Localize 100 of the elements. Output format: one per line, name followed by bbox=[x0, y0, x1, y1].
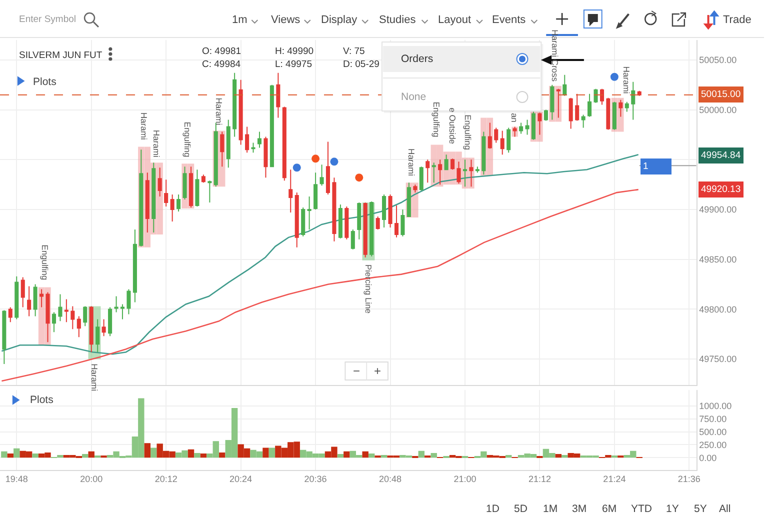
bar bbox=[506, 455, 512, 458]
annotation: Engulfing bbox=[462, 114, 473, 150]
candlestick bbox=[20, 276, 25, 308]
bar bbox=[7, 453, 14, 458]
y-tick-label: 500.00 bbox=[699, 426, 727, 437]
bar bbox=[337, 454, 344, 458]
text: Display bbox=[321, 14, 358, 26]
ref-line-label: 50015.00 bbox=[701, 89, 741, 100]
candlestick bbox=[338, 204, 342, 239]
candlestick bbox=[624, 101, 629, 112]
annotation: e Outside bbox=[448, 108, 458, 144]
candlestick bbox=[64, 298, 68, 323]
candlestick bbox=[76, 316, 81, 338]
candlestick bbox=[413, 184, 418, 194]
candlestick bbox=[562, 74, 567, 96]
annotation: Harami bbox=[90, 364, 100, 392]
candlestick bbox=[14, 276, 19, 320]
bar bbox=[88, 451, 94, 458]
annotation: None bbox=[401, 91, 426, 103]
candlestick bbox=[120, 304, 124, 320]
candlestick bbox=[276, 72, 280, 118]
candlestick bbox=[201, 174, 206, 184]
candlestick bbox=[382, 194, 386, 228]
text: 5D bbox=[514, 503, 528, 515]
annotation: H: 49990 bbox=[275, 46, 314, 57]
y-tick-label: 0.00 bbox=[699, 452, 717, 463]
candlestick bbox=[70, 306, 75, 330]
candlestick bbox=[575, 93, 580, 122]
bar bbox=[144, 443, 150, 458]
candlestick bbox=[264, 136, 268, 178]
bar bbox=[262, 448, 269, 458]
annotation: Harami bbox=[139, 112, 149, 140]
y-tick-label: 49750.00 bbox=[699, 354, 737, 364]
candlestick bbox=[83, 306, 88, 327]
bar bbox=[430, 452, 437, 458]
candlestick bbox=[475, 166, 480, 174]
text: 49954.84 bbox=[701, 150, 741, 161]
text: 1Y bbox=[666, 503, 679, 515]
candlestick bbox=[606, 97, 610, 130]
candlestick bbox=[288, 169, 293, 213]
candlestick bbox=[176, 194, 181, 212]
annotation: Engulfing bbox=[432, 102, 442, 138]
point bbox=[355, 174, 364, 182]
text: Views bbox=[271, 14, 301, 26]
x-tick-label: 20:36 bbox=[304, 474, 327, 484]
candlestick bbox=[270, 84, 274, 168]
bar bbox=[200, 453, 207, 458]
candlestick bbox=[58, 294, 62, 322]
candlestick bbox=[631, 81, 636, 120]
annotation: Plots bbox=[30, 394, 54, 406]
text: Layout bbox=[438, 14, 472, 26]
y-tick-label: 1000.00 bbox=[699, 401, 732, 412]
bar bbox=[344, 451, 350, 458]
candlestick bbox=[314, 172, 318, 210]
candlestick bbox=[108, 306, 112, 337]
annotation: Harami bbox=[406, 148, 417, 176]
annotation: Harami bbox=[214, 98, 224, 126]
candlestick bbox=[494, 127, 498, 144]
text: 5Y bbox=[694, 503, 707, 515]
y-tick-label: 49800.00 bbox=[699, 304, 737, 314]
candlestick bbox=[426, 159, 430, 184]
text: 49920.13 bbox=[701, 184, 741, 195]
annotation: D: 05-29 bbox=[343, 59, 380, 70]
annotation: − bbox=[353, 364, 360, 378]
candlestick bbox=[301, 207, 306, 237]
y-tick-label: 50000.00 bbox=[699, 104, 737, 115]
candlestick bbox=[388, 194, 392, 228]
text: 1m bbox=[232, 14, 248, 26]
text: 1D bbox=[486, 503, 500, 515]
annotation: L: 49975 bbox=[275, 59, 312, 70]
annotation: + bbox=[374, 364, 382, 378]
point bbox=[312, 154, 320, 163]
candlestick bbox=[152, 162, 156, 233]
annotation: V: 75 bbox=[343, 46, 365, 57]
y-tick-label: 750.00 bbox=[699, 414, 727, 424]
annotation: O: 49981 bbox=[202, 46, 242, 57]
candlestick bbox=[594, 88, 598, 104]
point bbox=[292, 164, 301, 172]
candlestick bbox=[170, 194, 174, 222]
x-tick-label: 21:36 bbox=[678, 474, 700, 484]
bar bbox=[14, 448, 20, 458]
bar bbox=[418, 450, 424, 458]
candlestick bbox=[394, 205, 399, 238]
bar bbox=[82, 454, 88, 458]
candlestick bbox=[581, 114, 586, 128]
x-tick-label: 21:00 bbox=[454, 474, 476, 484]
bar bbox=[188, 449, 194, 458]
candlestick bbox=[164, 179, 168, 208]
candlestick bbox=[245, 126, 250, 154]
candlestick bbox=[282, 106, 286, 182]
bar bbox=[150, 448, 157, 458]
x-tick-label: 21:12 bbox=[528, 474, 551, 484]
bar bbox=[219, 452, 226, 458]
candlestick bbox=[332, 177, 336, 242]
annotation: Engulfing bbox=[182, 122, 193, 158]
bar bbox=[1, 451, 8, 458]
annotation: Plots bbox=[33, 76, 56, 88]
bar bbox=[362, 451, 368, 458]
candlestick bbox=[126, 288, 131, 315]
annotation: Orders bbox=[401, 53, 434, 65]
